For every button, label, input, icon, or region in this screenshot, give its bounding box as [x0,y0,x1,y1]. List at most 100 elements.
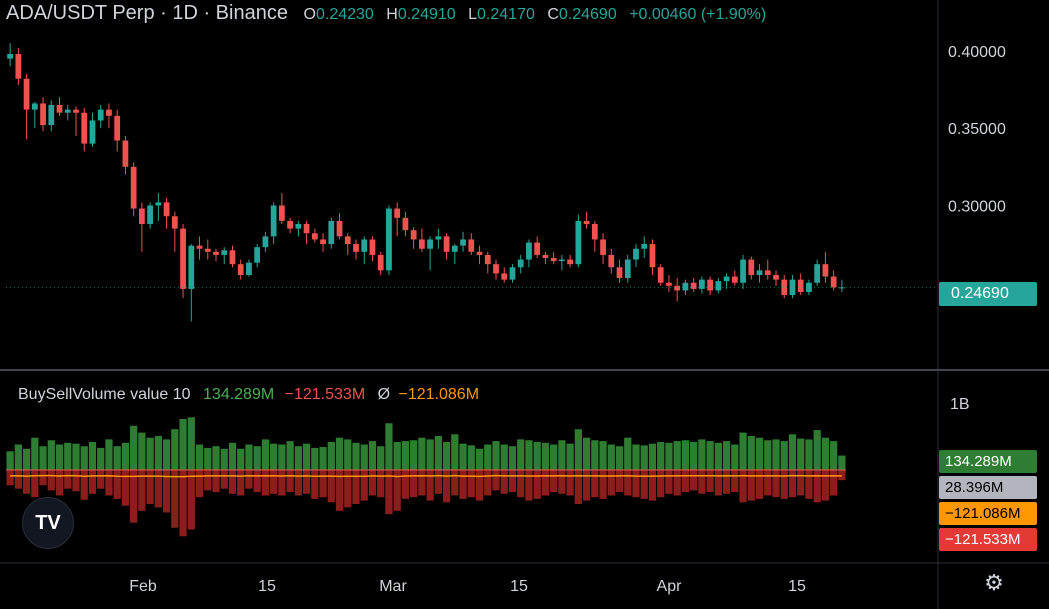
sell-volume-bar [492,470,500,491]
candle-body [246,262,252,275]
candle-body [56,105,63,113]
candle-body [254,247,261,263]
buy-volume-bar [64,442,72,470]
sell-volume-bar [154,470,162,508]
buy-volume-bar [731,444,739,470]
sell-volume-bar [237,470,245,496]
last-price-badge: 0.24690 [939,282,1037,306]
buy-volume-bar [475,448,484,470]
buy-volume-bar [739,432,747,470]
candle-body [748,259,755,275]
candle-body [213,251,219,255]
candle-body [559,259,565,262]
buy-volume-bar [385,423,393,470]
buy-volume-bar [302,443,311,470]
buy-volume-bar [393,441,401,470]
candle-body [81,112,88,144]
sell-volume-bar [426,470,434,501]
candle-body [715,281,722,291]
buy-volume-bar [352,442,360,470]
indicator-sell-value: −121.533M [284,386,366,403]
tradingview-logo-icon[interactable]: TV [22,497,74,549]
low-label: L [468,6,478,23]
sell-volume-bar [22,470,31,494]
buy-volume-bar [755,437,764,470]
buy-volume-bar [566,443,574,470]
settings-gear-icon[interactable]: ⚙ [984,570,1004,595]
buy-volume-bar [615,446,624,470]
sell-volume-bar [442,470,451,503]
buy-volume-bar [673,441,681,470]
candle-body [139,208,145,224]
buy-volume-bar [747,436,755,470]
sell-volume-bar [607,470,615,496]
buy-volume-bar [797,438,805,470]
candle-body [122,140,129,167]
buy-volume-bar [253,446,261,470]
sell-volume-bar [821,470,830,501]
buy-volume-bar [591,440,599,470]
sell-volume-bar [385,470,393,515]
candle-body [789,279,796,296]
candle-body [666,282,672,286]
buy-volume-bar [105,439,113,470]
sell-volume-bar [72,470,80,492]
buy-volume-bar [508,446,517,470]
candle-body [7,54,13,59]
volume-tick-label: 1B [950,396,970,413]
candle-body [97,109,104,121]
buy-volume-bar [311,447,319,470]
candle-body [229,250,236,265]
sell-volume-bar [344,470,352,508]
candle-body [15,54,22,79]
buy-volume-bar [805,439,813,470]
sell-volume-bar [97,470,105,489]
buy-volume-bar [286,441,294,470]
sell-volume-bar [302,470,311,494]
indicator-buy-value: 134.289M [203,386,275,403]
sell-volume-bar [138,470,146,511]
sell-volume-bar [179,470,187,537]
candle-body [106,109,112,116]
sell-volume-bar [632,470,640,498]
sell-volume-bar [31,470,39,498]
candle-body [814,264,821,283]
candle-body [707,279,713,291]
sell-volume-bar [294,470,302,496]
sell-volume-bar [451,470,459,496]
sell-volume-bar [360,470,368,501]
low-value: 0.24170 [477,6,535,23]
candle-body [287,220,293,229]
sell-volume-bar [813,470,821,503]
candle-body [764,270,771,275]
buy-volume-bar [368,441,377,470]
sell-volume-bar [525,470,533,501]
sell-volume-bar [484,470,492,496]
indicator-title[interactable]: BuySellVolume value 10 [18,386,191,403]
candle-body [690,282,697,289]
candle-body [237,264,244,275]
indicator-avg-value: −121.086M [398,386,480,403]
sell-volume-bar [591,470,599,498]
sell-volume-bar [278,470,286,496]
candle-body [509,267,516,280]
sell-volume-bar [665,470,673,494]
buy-volume-bar [80,446,88,470]
candle-body [48,105,55,126]
buy-volume-bar [788,434,797,470]
candle-body [781,279,788,296]
buy-volume-bar [813,430,821,470]
buy-volume-bar [517,439,525,470]
buy-volume-bar [624,437,632,470]
sell-volume-bar [558,470,566,494]
candle-body [361,239,368,252]
sell-volume-bar [327,470,335,503]
candle-body [427,239,433,249]
candle-body [270,205,277,237]
sell-volume-bar [690,470,698,491]
symbol-title[interactable]: ADA/USDT Perp · 1D · Binance [6,2,288,24]
sell-volume-bar [55,470,64,496]
sell-volume-bar [681,470,690,493]
buy-volume-bar [220,448,228,470]
